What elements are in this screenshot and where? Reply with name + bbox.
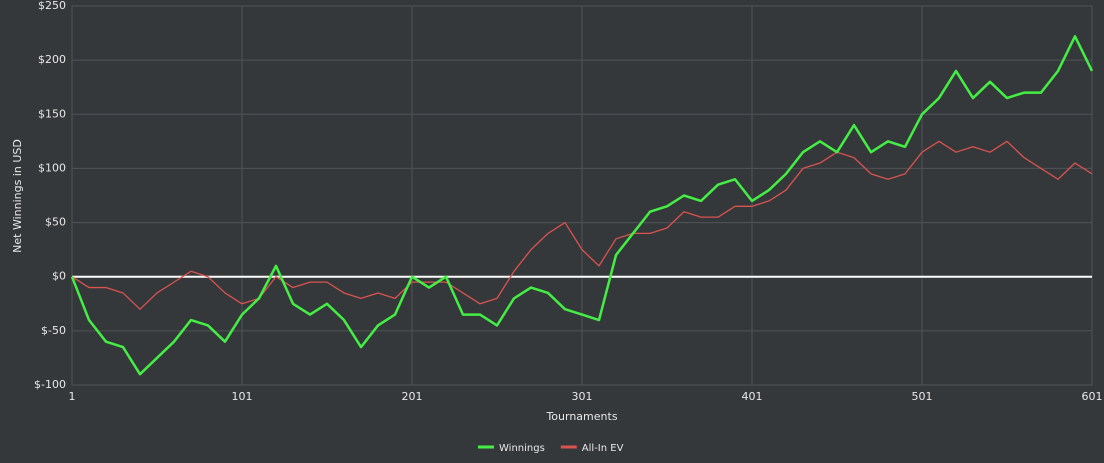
y-tick-label: $250: [38, 0, 66, 12]
y-tick-label: $150: [38, 107, 66, 120]
series-line: [71, 140, 1093, 310]
x-tick-label: 601: [1082, 390, 1103, 403]
x-axis-label: Tournaments: [545, 410, 617, 423]
x-tick-label: 501: [912, 390, 933, 403]
y-tick-label: $100: [38, 161, 66, 174]
y-tick-label: $200: [38, 53, 66, 66]
x-tick-label: 1: [69, 390, 76, 403]
y-tick-label: $0: [52, 270, 66, 283]
y-tick-label: $-100: [34, 378, 66, 391]
x-tick-label: 101: [232, 390, 253, 403]
series-line: [70, 35, 1094, 376]
y-tick-label: $50: [45, 216, 66, 229]
x-tick-label: 401: [742, 390, 763, 403]
legend-label: Winnings: [499, 443, 545, 454]
x-tick-label: 201: [402, 390, 423, 403]
y-axis-label: Net Winnings in USD: [11, 139, 24, 253]
legend-label: All-In EV: [582, 443, 624, 454]
x-tick-label: 301: [572, 390, 593, 403]
y-tick-label: $-50: [41, 324, 66, 337]
